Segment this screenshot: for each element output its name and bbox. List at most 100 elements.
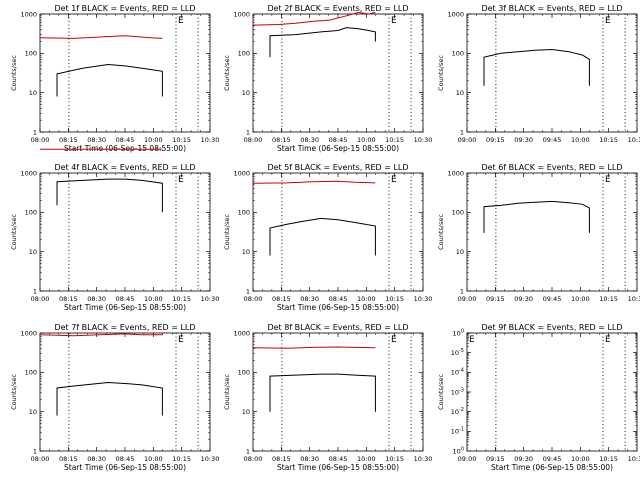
x-tick-label: 10:30 (201, 136, 220, 144)
y-axis-label: Counts/sec (223, 214, 231, 250)
x-tick-label: 09:15 (486, 295, 505, 303)
x-tick-label: 10:30 (628, 455, 640, 463)
x-tick-label: 09:45 (543, 455, 562, 463)
y-tick-label: 10 (29, 248, 37, 256)
y-tick-label: 10-1 (451, 427, 464, 436)
x-tick-label: 08:00 (31, 455, 50, 463)
plot-frame (466, 13, 638, 133)
events-series-line (56, 63, 163, 97)
y-axis-label: Counts/sec (10, 214, 18, 250)
x-tick-label: 08:45 (329, 295, 348, 303)
y-tick-exponent: -1 (459, 427, 464, 433)
chart-panel-6: Det 6f BLACK = Events, RED = LLD 1 10 100 10… (437, 163, 640, 303)
y-tick-label: 1 (246, 128, 250, 136)
event-flag: E (391, 335, 397, 345)
chart-title: Det 1f BLACK = Events, RED = LLD (54, 4, 195, 13)
chart-title: Det 6f BLACK = Events, RED = LLD (481, 163, 622, 172)
y-tick-label: 10 (456, 248, 464, 256)
events-series-line (483, 200, 590, 233)
event-flag: E (605, 335, 611, 345)
y-tick-label: 10 (29, 408, 37, 416)
event-flag: E (469, 335, 475, 345)
x-tick-label: 10:00 (571, 455, 590, 463)
y-axis-label: Counts/sec (10, 374, 18, 410)
x-tick-label: 10:30 (628, 136, 640, 144)
event-flag: E (178, 16, 184, 26)
y-tick-label: 1000 (447, 10, 464, 18)
chart-title: Det 7f BLACK = Events, RED = LLD (54, 323, 195, 332)
y-tick-label: 100 (238, 209, 250, 217)
y-tick-label: 1 (246, 447, 250, 455)
y-tick-label: 1000 (233, 329, 250, 337)
chart-title: Det 3f BLACK = Events, RED = LLD (481, 4, 622, 13)
y-tick-label: 10 (29, 89, 37, 97)
lld-series-line (252, 346, 376, 349)
y-tick-label: 1 (246, 287, 250, 295)
x-tick-label: 10:00 (357, 295, 376, 303)
event-flag: E (178, 175, 184, 185)
y-tick-label: 10-5 (451, 348, 464, 357)
y-tick-label: 1 (33, 287, 37, 295)
x-tick-label: 08:30 (300, 136, 319, 144)
x-tick-label: 08:00 (244, 455, 263, 463)
plot-frame (252, 332, 424, 452)
x-axis-label: Start Time (06-Sep-15 08:55:00) (277, 303, 399, 312)
y-tick-label: 100 (238, 50, 250, 58)
events-series-line (269, 217, 376, 256)
y-tick-label: 100 (452, 50, 464, 58)
x-tick-label: 10:30 (414, 295, 433, 303)
x-tick-label: 08:45 (329, 136, 348, 144)
x-tick-label: 09:45 (543, 295, 562, 303)
x-tick-label: 10:15 (385, 455, 404, 463)
y-axis-label: Counts/sec (10, 55, 18, 91)
chart-panel-1: Det 1f BLACK = Events, RED = LLD 1 10 100 10… (10, 4, 219, 153)
y-tick-exponent: -2 (459, 407, 464, 413)
y-tick-label: 10 (242, 408, 250, 416)
x-tick-label: 09:30 (514, 455, 533, 463)
x-tick-label: 09:00 (458, 136, 477, 144)
x-tick-label: 08:45 (116, 455, 135, 463)
x-tick-label: 10:00 (571, 295, 590, 303)
x-tick-label: 10:00 (144, 136, 163, 144)
x-tick-label: 10:00 (144, 455, 163, 463)
x-tick-label: 08:45 (116, 136, 135, 144)
y-tick-label: 100 (238, 369, 250, 377)
chart-panel-2: Det 2f BLACK = Events, RED = LLD 1 10 100 10… (223, 4, 432, 153)
y-tick-label: 1000 (20, 10, 37, 18)
x-tick-label: 08:15 (59, 295, 78, 303)
lld-series-line (252, 180, 376, 184)
x-tick-label: 08:30 (87, 295, 106, 303)
y-tick-label: 1000 (233, 10, 250, 18)
plot-frame (466, 332, 638, 452)
lld-series-line (252, 11, 376, 26)
x-tick-label: 09:45 (543, 136, 562, 144)
x-tick-label: 10:15 (599, 455, 618, 463)
y-tick-label: 10-4 (451, 368, 464, 377)
y-tick-label: 1 (460, 128, 464, 136)
x-tick-label: 10:15 (172, 295, 191, 303)
x-tick-label: 10:30 (414, 136, 433, 144)
x-tick-label: 10:30 (414, 455, 433, 463)
x-axis-label: Start Time (06-Sep-15 08:55:00) (277, 463, 399, 472)
x-tick-label: 10:15 (599, 295, 618, 303)
y-tick-exponent: -4 (459, 368, 464, 374)
chart-panel-5: Det 5f BLACK = Events, RED = LLD 1 10 100 10… (223, 163, 432, 312)
plot-frame (252, 13, 424, 133)
x-tick-label: 09:00 (458, 295, 477, 303)
events-series-line (483, 48, 590, 86)
event-flag: E (605, 175, 611, 185)
event-flag: E (391, 16, 397, 26)
y-tick-label: 1 (33, 447, 37, 455)
plot-frame (39, 332, 211, 452)
chart-title: Det 9f BLACK = Events, RED = LLD (481, 323, 622, 332)
x-tick-label: 08:45 (116, 295, 135, 303)
x-tick-label: 10:15 (599, 136, 618, 144)
event-flag: E (391, 175, 397, 185)
y-tick-label: 1 (460, 287, 464, 295)
x-tick-label: 08:15 (59, 136, 78, 144)
y-tick-label: 10-2 (451, 407, 464, 416)
x-axis-label: Start Time (06-Sep-15 08:55:00) (64, 463, 186, 472)
events-series-line (269, 373, 376, 412)
y-tick-label: 100 (453, 328, 464, 337)
y-tick-label: 100 (25, 209, 37, 217)
